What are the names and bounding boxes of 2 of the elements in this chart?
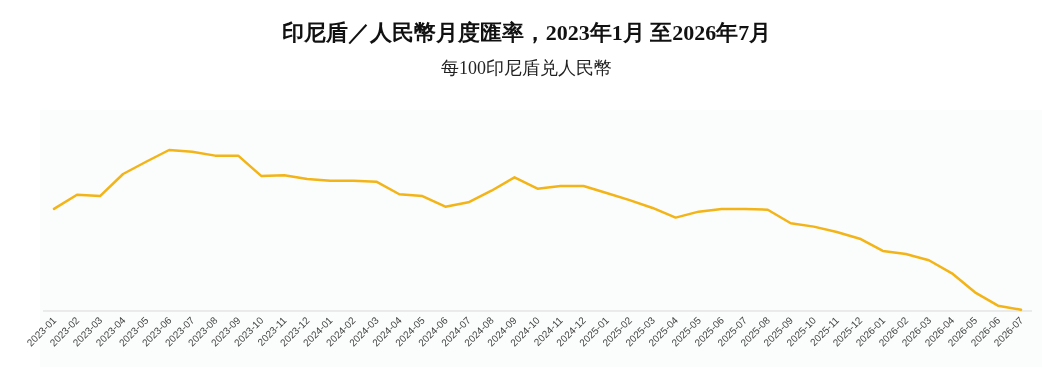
title: 印尼盾／人民幣月度匯率，2023年1月 至2026年7月 [281, 20, 772, 45]
subtitle: 每100印尼盾兑人民幣 [441, 58, 612, 78]
